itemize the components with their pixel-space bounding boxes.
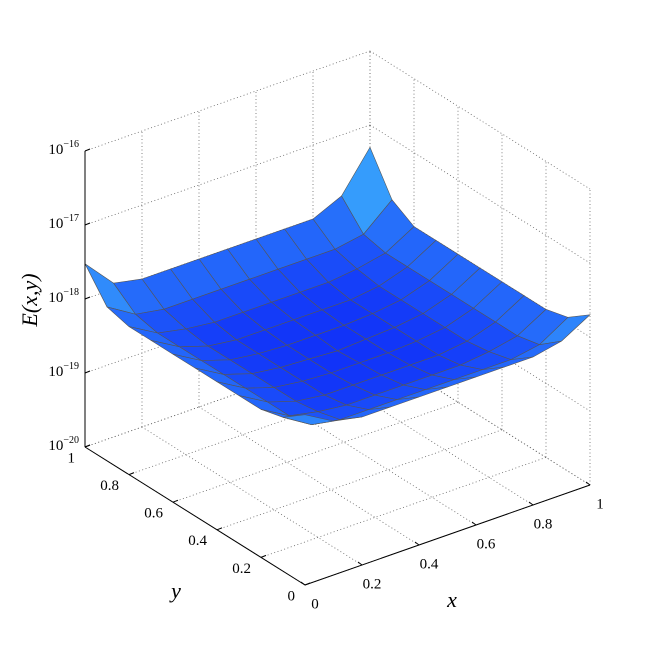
grid-line: [84, 124, 371, 226]
x-tick: [357, 561, 363, 566]
grid-line: [312, 366, 534, 506]
grid-line: [216, 429, 503, 531]
y-tick-label: 0: [288, 588, 296, 604]
x-tick: [414, 541, 420, 546]
x-tick-label: 0.6: [477, 536, 496, 552]
x-tick: [300, 581, 306, 586]
z-tick: [84, 444, 91, 448]
x-tick-label: 0: [311, 596, 319, 612]
y-tick: [260, 554, 267, 558]
y-tick: [216, 527, 223, 531]
axes: 00.20.40.60.8100.20.40.60.8110−2010−1910…: [48, 139, 603, 612]
y-tick: [304, 582, 311, 586]
grid-line: [141, 426, 363, 566]
x-tick-label: 0.2: [363, 576, 382, 592]
grid-line: [255, 386, 477, 526]
z-tick-label: 10−17: [48, 213, 79, 232]
x-axis-label: x: [446, 587, 457, 612]
y-tick-label: 0.2: [232, 561, 251, 577]
y-tick: [128, 472, 135, 476]
surface: [84, 146, 591, 425]
grid-line: [128, 374, 415, 475]
x-tick: [528, 501, 534, 506]
axis-line: [304, 484, 591, 586]
y-axis-label: y: [169, 578, 181, 603]
z-tick-base: 10: [48, 142, 63, 158]
z-axis-label: E(x,y): [17, 273, 42, 327]
x-tick: [585, 481, 591, 486]
surface-patch: [282, 414, 334, 425]
grid-line: [84, 346, 371, 448]
y-tick-label: 0.6: [144, 506, 163, 522]
z-tick: [84, 148, 91, 152]
grid-line: [369, 50, 591, 190]
z-tick: [84, 222, 91, 226]
z-tick-exponent: −16: [63, 139, 79, 150]
z-tick-exponent: −20: [63, 435, 79, 446]
grid-line: [84, 50, 371, 152]
z-tick-base: 10: [48, 364, 63, 380]
z-tick: [84, 296, 91, 300]
z-tick-base: 10: [48, 216, 63, 232]
z-tick-base: 10: [48, 290, 63, 306]
y-tick-label: 1: [68, 450, 76, 466]
y-tick: [172, 499, 179, 503]
grid-line: [172, 401, 459, 503]
z-tick-label: 10−20: [48, 435, 79, 454]
x-tick-label: 1: [596, 496, 604, 512]
y-tick-label: 0.4: [188, 533, 207, 549]
z-tick-exponent: −17: [63, 213, 79, 224]
z-tick-label: 10−16: [48, 139, 79, 158]
z-tick-label: 10−18: [48, 287, 79, 306]
z-tick-label: 10−19: [48, 361, 79, 380]
x-tick: [471, 521, 477, 526]
y-tick-label: 0.8: [100, 478, 119, 494]
x-tick-label: 0.8: [534, 516, 553, 532]
z-tick-exponent: −18: [63, 287, 79, 298]
x-tick-label: 0.4: [420, 556, 439, 572]
grid-line: [369, 346, 591, 486]
grid-line: [369, 124, 591, 264]
z-tick-base: 10: [48, 438, 63, 454]
axis-line: [84, 446, 306, 586]
z-tick-exponent: −19: [63, 361, 79, 372]
z-tick: [84, 370, 91, 374]
grid-line: [198, 406, 420, 546]
grid-line: [260, 457, 547, 558]
